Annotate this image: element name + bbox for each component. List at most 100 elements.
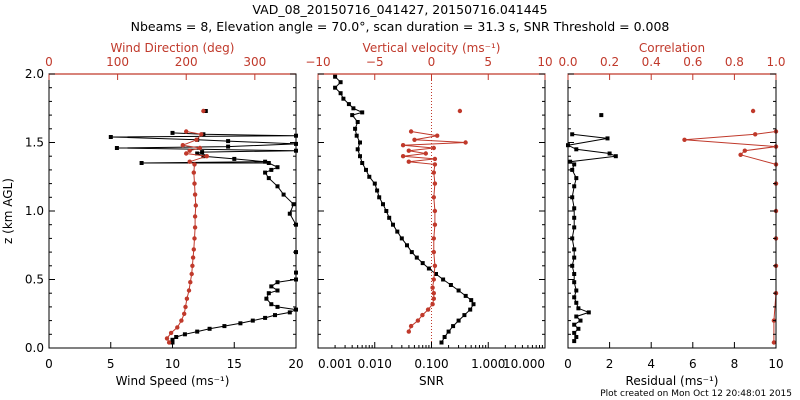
data-point [351, 106, 356, 111]
data-point [195, 329, 200, 334]
top-tick-label: 0.6 [683, 55, 702, 69]
data-point [570, 236, 575, 241]
data-point [586, 310, 591, 315]
data-point [191, 247, 196, 252]
data-point [338, 80, 343, 85]
data-point [605, 136, 610, 141]
data-point [572, 162, 577, 167]
data-point [200, 150, 205, 155]
data-point [273, 313, 277, 318]
data-point [188, 280, 193, 285]
data-point [391, 222, 395, 227]
data-point [448, 283, 453, 287]
data-point [384, 209, 389, 213]
data-point [364, 167, 368, 172]
data-point [406, 159, 411, 164]
data-point [431, 291, 436, 296]
data-point [432, 162, 438, 167]
data-point [197, 145, 203, 151]
x-axis-label: Residual (ms⁻¹) [626, 374, 719, 388]
data-point [222, 324, 227, 329]
data-point [250, 318, 255, 323]
data-point [168, 330, 174, 336]
data-point [372, 181, 377, 186]
data-point [574, 335, 579, 339]
data-point [425, 307, 431, 312]
data-point [405, 243, 409, 248]
data-point [186, 288, 192, 293]
correlation-panel: 0 2 4 6 8 10 Residual (ms⁻¹) 0.0 0.2 0.4 0.6 0.8 1.0… [558, 41, 785, 388]
data-point [291, 202, 296, 207]
data-point [431, 249, 436, 255]
data-point [400, 154, 406, 159]
data-point [599, 113, 604, 118]
data-point [430, 285, 435, 290]
top-tick-label: −5 [366, 55, 384, 69]
data-point [415, 318, 421, 323]
x-tick-label: 10 [768, 357, 783, 371]
data-point [572, 272, 577, 276]
data-point [263, 159, 268, 164]
data-point [431, 170, 436, 175]
data-point [338, 91, 343, 96]
data-point [412, 137, 417, 142]
data-point [572, 280, 577, 285]
x-axis-label: Wind Speed (ms⁻¹) [116, 374, 230, 388]
data-point [574, 176, 579, 181]
data-point [457, 108, 463, 114]
data-point [346, 102, 351, 107]
y-tick-label: 1.5 [25, 136, 44, 150]
data-point [742, 148, 747, 153]
data-point [463, 293, 468, 298]
data-point [574, 288, 579, 293]
data-point [203, 109, 208, 113]
x-tick-label: 0.001 [318, 357, 352, 371]
data-point [183, 304, 188, 310]
data-point [195, 151, 200, 156]
data-point [432, 263, 438, 268]
series-line [334, 76, 475, 343]
data-point [406, 329, 411, 334]
top-tick-label: −10 [305, 55, 330, 69]
data-point [354, 133, 359, 138]
data-point [192, 225, 198, 230]
data-point [408, 323, 414, 329]
data-point [570, 167, 575, 172]
data-point [287, 211, 292, 216]
plot-frame [567, 73, 777, 349]
data-point [355, 147, 360, 152]
x-axis-label: SNR [419, 374, 444, 388]
data-point [469, 298, 474, 303]
series-line [684, 131, 777, 343]
data-point [287, 310, 292, 315]
data-point [432, 156, 438, 162]
data-point [431, 296, 436, 301]
top-axis-label: Vertical velocity (ms⁻¹) [363, 41, 501, 55]
data-point [750, 108, 756, 114]
data-point [204, 154, 209, 159]
data-point [572, 215, 577, 220]
data-point [423, 151, 428, 156]
x-tick-label: 6 [689, 357, 697, 371]
x-tick-label: 4 [647, 357, 655, 371]
data-point [182, 311, 187, 316]
data-point [184, 296, 190, 301]
x-tick-label: 10 [165, 357, 180, 371]
data-point [399, 236, 404, 241]
data-point [355, 120, 360, 124]
data-point [207, 326, 212, 331]
x-tick-label: 20 [288, 357, 303, 371]
data-point [753, 132, 758, 137]
data-point [191, 170, 196, 175]
data-point [574, 314, 579, 319]
data-point [108, 135, 113, 139]
data-point [435, 133, 440, 138]
top-tick-label: 1.0 [766, 55, 785, 69]
top-axis-label: Correlation [639, 41, 705, 55]
data-point [572, 322, 577, 327]
data-point [572, 339, 577, 344]
data-point [451, 324, 456, 329]
data-point [432, 181, 438, 186]
data-point [192, 181, 197, 186]
